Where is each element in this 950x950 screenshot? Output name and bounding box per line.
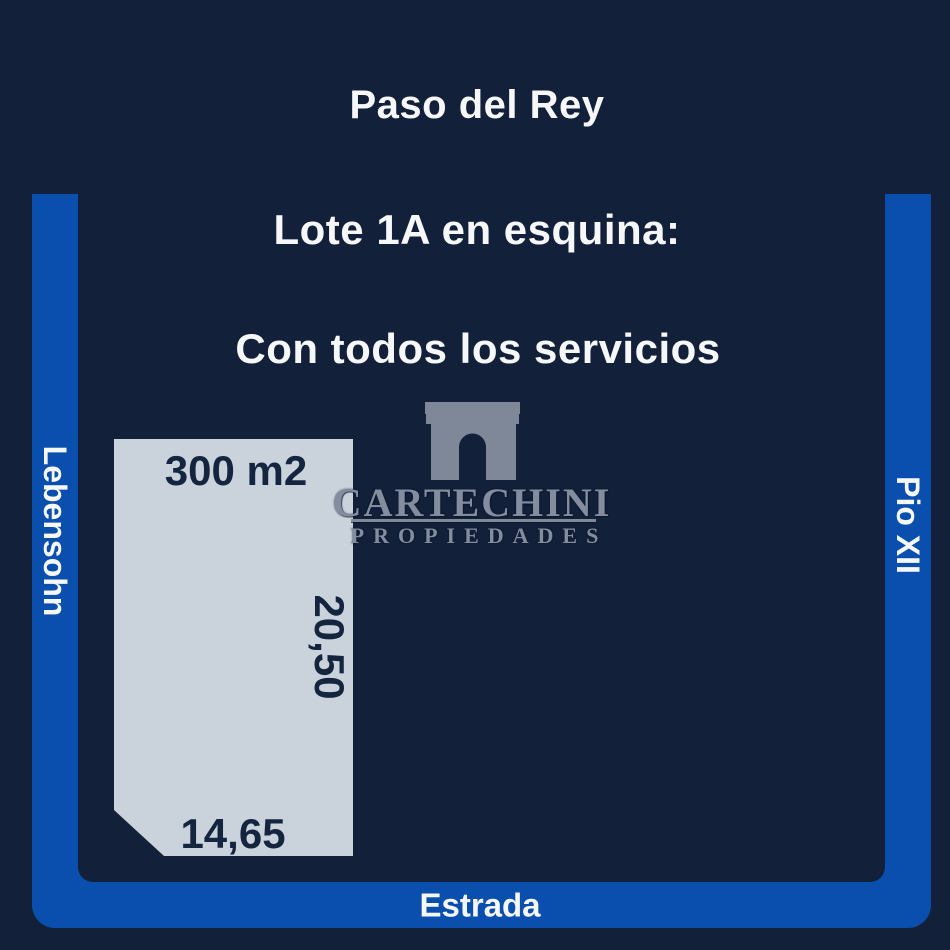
page-title: Paso del Rey [349,83,605,127]
subtitle-servicios: Con todos los servicios [235,325,721,372]
subtitle-lote: Lote 1A en esquina: [273,206,681,253]
lot-front-label: 14,65 [180,810,286,857]
lot-area-label: 300 m2 [164,447,308,494]
watermark-tagline: PROPIEDADES [350,523,608,548]
street-label-lebensohn: Lebensohn [37,445,73,617]
street-label-estrada: Estrada [419,886,541,924]
street-label-pio-xii: Pio XII [890,476,926,574]
watermark-divider [351,519,596,522]
watermark-brand-name: CARTECHINI [332,480,612,525]
